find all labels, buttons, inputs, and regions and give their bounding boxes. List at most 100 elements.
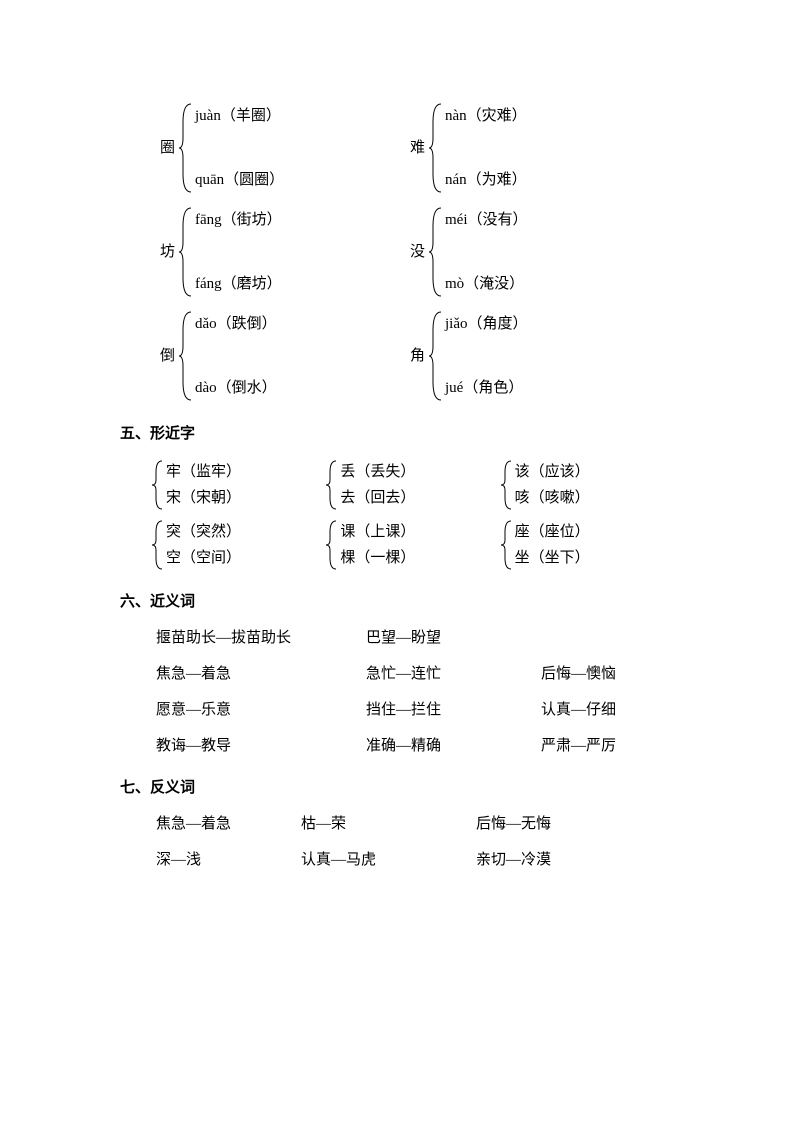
- poly-char: 圈: [160, 136, 175, 160]
- reading-top: méi（没有）: [445, 208, 528, 232]
- reading-bot: dào（倒水）: [195, 376, 277, 400]
- syn-pair: 揠苗助长—拔苗助长: [156, 626, 366, 650]
- poly-readings: méi（没有） mò（淹没）: [445, 206, 528, 298]
- sec5-readings: 该（应该） 咳（咳嗽）: [515, 460, 590, 510]
- ant-row: 深—浅 认真—马虎 亲切—冷漠: [156, 848, 673, 872]
- ant-pair: 认真—马虎: [301, 848, 476, 872]
- ant-pair: 亲切—冷漠: [476, 848, 551, 872]
- reading-top: 突（突然）: [166, 520, 241, 544]
- poly-char: 角: [410, 344, 425, 368]
- reading-bot: mò（淹没）: [445, 272, 528, 296]
- ant-pair: 枯—荣: [301, 812, 476, 836]
- sec5-group: 座（座位） 坐（坐下）: [499, 518, 673, 572]
- sec5-group: 该（应该） 咳（咳嗽）: [499, 458, 673, 512]
- poly-readings: fāng（街坊） fáng（磨坊）: [195, 206, 282, 298]
- poly-readings: jiǎo（角度） jué（角色）: [445, 310, 528, 402]
- poly-group: 倒 dǎo（跌倒） dào（倒水）: [160, 308, 410, 404]
- syn-pair: 巴望—盼望: [366, 626, 541, 650]
- sec5-readings: 突（突然） 空（空间）: [166, 520, 241, 570]
- poly-char: 坊: [160, 240, 175, 264]
- brace-icon: [427, 308, 445, 404]
- reading-top: 该（应该）: [515, 460, 590, 484]
- syn-pair: 挡住—拦住: [366, 698, 541, 722]
- poly-readings: nàn（灾难） nán（为难）: [445, 102, 527, 194]
- brace-icon: [499, 518, 515, 572]
- poly-group: 角 jiǎo（角度） jué（角色）: [410, 308, 528, 404]
- syn-pair: 严肃—严厉: [541, 734, 616, 758]
- poly-char: 难: [410, 136, 425, 160]
- poly-char: 倒: [160, 344, 175, 368]
- poly-group: 难 nàn（灾难） nán（为难）: [410, 100, 527, 196]
- reading-bot: 棵（一棵）: [340, 546, 415, 570]
- poly-row: 圈 juàn（羊圈） quān（圆圈） 难 nàn（灾难） nán（为难）: [120, 100, 673, 196]
- section5-title: 五、形近字: [120, 422, 673, 446]
- sec5-readings: 座（座位） 坐（坐下）: [515, 520, 590, 570]
- reading-top: nàn（灾难）: [445, 104, 527, 128]
- syn-pair: 准确—精确: [366, 734, 541, 758]
- ant-row: 焦急—着急 枯—荣 后悔—无悔: [156, 812, 673, 836]
- reading-bot: 空（空间）: [166, 546, 241, 570]
- brace-icon: [324, 458, 340, 512]
- sec5-group: 突（突然） 空（空间）: [150, 518, 324, 572]
- section7-content: 焦急—着急 枯—荣 后悔—无悔 深—浅 认真—马虎 亲切—冷漠: [120, 812, 673, 872]
- sec5-readings: 课（上课） 棵（一棵）: [340, 520, 415, 570]
- ant-pair: 深—浅: [156, 848, 301, 872]
- poly-group: 圈 juàn（羊圈） quān（圆圈）: [160, 100, 410, 196]
- brace-icon: [324, 518, 340, 572]
- poly-readings: dǎo（跌倒） dào（倒水）: [195, 310, 277, 402]
- reading-top: 座（座位）: [515, 520, 590, 544]
- syn-pair: 愿意—乐意: [156, 698, 366, 722]
- poly-char: 没: [410, 240, 425, 264]
- syn-row: 揠苗助长—拔苗助长 巴望—盼望: [156, 626, 673, 650]
- ant-pair: 焦急—着急: [156, 812, 301, 836]
- reading-top: 丢（丢失）: [340, 460, 415, 484]
- brace-icon: [150, 518, 166, 572]
- reading-bot: 咳（咳嗽）: [515, 486, 590, 510]
- poly-group: 没 méi（没有） mò（淹没）: [410, 204, 528, 300]
- syn-row: 教诲—教导 准确—精确 严肃—严厉: [156, 734, 673, 758]
- sec5-readings: 丢（丢失） 去（回去）: [340, 460, 415, 510]
- syn-pair: 后悔—懊恼: [541, 662, 616, 686]
- syn-pair: 急忙—连忙: [366, 662, 541, 686]
- reading-top: jiǎo（角度）: [445, 312, 528, 336]
- brace-icon: [427, 100, 445, 196]
- poly-row: 倒 dǎo（跌倒） dào（倒水） 角 jiǎo（角度） jué（角色）: [120, 308, 673, 404]
- reading-top: 课（上课）: [340, 520, 415, 544]
- reading-bot: fáng（磨坊）: [195, 272, 282, 296]
- syn-pair: 教诲—教导: [156, 734, 366, 758]
- section5-content: 牢（监牢） 宋（宋朝） 丢（丢失） 去（回去） 该（应该） 咳（咳嗽） 突（突然…: [120, 458, 673, 572]
- ant-pair: 后悔—无悔: [476, 812, 551, 836]
- brace-icon: [177, 204, 195, 300]
- polyphonic-section: 圈 juàn（羊圈） quān（圆圈） 难 nàn（灾难） nán（为难） 坊 …: [120, 100, 673, 404]
- reading-top: dǎo（跌倒）: [195, 312, 277, 336]
- sec5-row: 突（突然） 空（空间） 课（上课） 棵（一棵） 座（座位） 坐（坐下）: [150, 518, 673, 572]
- reading-bot: quān（圆圈）: [195, 168, 284, 192]
- sec5-row: 牢（监牢） 宋（宋朝） 丢（丢失） 去（回去） 该（应该） 咳（咳嗽）: [150, 458, 673, 512]
- reading-bot: nán（为难）: [445, 168, 527, 192]
- reading-bot: jué（角色）: [445, 376, 528, 400]
- reading-top: 牢（监牢）: [166, 460, 241, 484]
- sec5-readings: 牢（监牢） 宋（宋朝）: [166, 460, 241, 510]
- section6-title: 六、近义词: [120, 590, 673, 614]
- poly-readings: juàn（羊圈） quān（圆圈）: [195, 102, 284, 194]
- reading-top: juàn（羊圈）: [195, 104, 284, 128]
- sec5-group: 丢（丢失） 去（回去）: [324, 458, 498, 512]
- poly-row: 坊 fāng（街坊） fáng（磨坊） 没 méi（没有） mò（淹没）: [120, 204, 673, 300]
- poly-group: 坊 fāng（街坊） fáng（磨坊）: [160, 204, 410, 300]
- syn-row: 焦急—着急 急忙—连忙 后悔—懊恼: [156, 662, 673, 686]
- section7-title: 七、反义词: [120, 776, 673, 800]
- brace-icon: [427, 204, 445, 300]
- reading-bot: 宋（宋朝）: [166, 486, 241, 510]
- syn-pair: 认真—仔细: [541, 698, 616, 722]
- brace-icon: [177, 100, 195, 196]
- syn-row: 愿意—乐意 挡住—拦住 认真—仔细: [156, 698, 673, 722]
- brace-icon: [177, 308, 195, 404]
- reading-bot: 坐（坐下）: [515, 546, 590, 570]
- syn-pair: 焦急—着急: [156, 662, 366, 686]
- sec5-group: 牢（监牢） 宋（宋朝）: [150, 458, 324, 512]
- reading-top: fāng（街坊）: [195, 208, 282, 232]
- section6-content: 揠苗助长—拔苗助长 巴望—盼望 焦急—着急 急忙—连忙 后悔—懊恼 愿意—乐意 …: [120, 626, 673, 758]
- brace-icon: [150, 458, 166, 512]
- sec5-group: 课（上课） 棵（一棵）: [324, 518, 498, 572]
- brace-icon: [499, 458, 515, 512]
